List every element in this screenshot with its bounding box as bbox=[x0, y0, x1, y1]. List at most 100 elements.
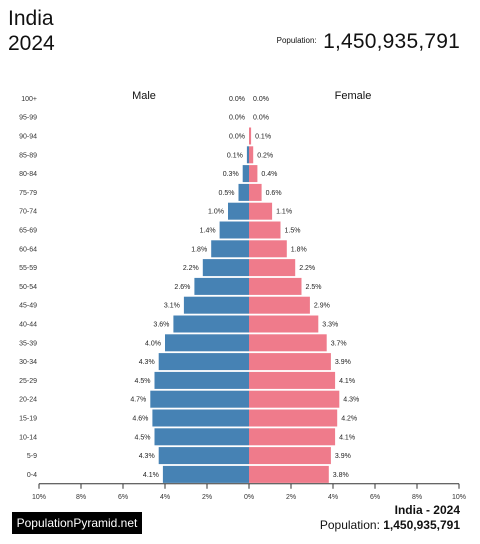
footer-population-label: Population: bbox=[319, 518, 380, 532]
male-value-label: 0.0% bbox=[229, 134, 245, 141]
female-value-label: 0.0% bbox=[253, 115, 269, 122]
age-row: 95-99 0.0% 0.0% bbox=[19, 115, 269, 122]
male-value-label: 1.4% bbox=[200, 228, 216, 235]
female-bar bbox=[249, 371, 336, 389]
year-title: 2024 bbox=[8, 32, 55, 55]
male-bar bbox=[162, 465, 249, 483]
age-row: 75-79 0.5% 0.6% bbox=[19, 183, 282, 201]
male-value-label: 3.6% bbox=[153, 322, 169, 329]
age-row: 50-54 2.6% 2.5% bbox=[19, 277, 322, 295]
age-row: 30-34 4.3% 3.9% bbox=[19, 353, 351, 371]
age-group-label: 95-99 bbox=[19, 115, 37, 122]
x-tick-label: 10% bbox=[32, 494, 46, 500]
female-bar bbox=[249, 202, 273, 220]
male-value-label: 0.0% bbox=[229, 115, 245, 122]
female-value-label: 1.1% bbox=[276, 209, 292, 216]
male-value-label: 4.0% bbox=[145, 340, 161, 347]
age-row: 55-59 2.2% 2.2% bbox=[19, 259, 315, 277]
age-row: 85-89 0.1% 0.2% bbox=[19, 146, 273, 164]
male-bar bbox=[219, 221, 249, 239]
female-bar bbox=[249, 221, 281, 239]
x-tick-label: 2% bbox=[286, 494, 296, 500]
population-value: 1,450,935,791 bbox=[323, 30, 460, 53]
age-group-label: 70-74 bbox=[19, 209, 37, 216]
age-group-label: 35-39 bbox=[19, 340, 37, 347]
female-bar bbox=[249, 465, 329, 483]
age-group-label: 80-84 bbox=[19, 171, 37, 178]
male-bar bbox=[246, 146, 249, 164]
male-bar bbox=[152, 409, 249, 427]
age-row: 35-39 4.0% 3.7% bbox=[19, 334, 347, 352]
population-header: Population: 1,450,935,791 bbox=[277, 30, 460, 54]
age-row: 5-9 4.3% 3.9% bbox=[27, 447, 351, 465]
age-group-label: 90-94 bbox=[19, 134, 37, 141]
population-pyramid-chart: Male Female 100+ 0.0% 0.0%95-99 0.0% 0.0%90-… bbox=[19, 90, 466, 500]
age-group-label: 60-64 bbox=[19, 246, 37, 253]
male-value-label: 0.3% bbox=[223, 171, 239, 178]
female-value-label: 3.9% bbox=[335, 359, 351, 366]
female-value-label: 4.1% bbox=[339, 434, 355, 441]
age-group-label: 30-34 bbox=[19, 359, 37, 366]
female-value-label: 3.7% bbox=[331, 340, 347, 347]
age-row: 70-74 1.0% 1.1% bbox=[19, 202, 292, 220]
x-tick-label: 0% bbox=[244, 494, 254, 500]
x-tick-label: 8% bbox=[76, 494, 86, 500]
female-value-label: 3.8% bbox=[333, 472, 349, 479]
age-group-label: 100+ bbox=[21, 96, 37, 103]
female-bar bbox=[249, 259, 296, 277]
male-value-label: 1.8% bbox=[191, 246, 207, 253]
x-tick-label: 10% bbox=[452, 494, 466, 500]
male-bar bbox=[238, 183, 249, 201]
age-group-label: 40-44 bbox=[19, 322, 37, 329]
female-value-label: 4.1% bbox=[339, 378, 355, 385]
male-bar bbox=[202, 259, 249, 277]
age-row: 65-69 1.4% 1.5% bbox=[19, 221, 301, 239]
male-bar bbox=[150, 390, 249, 408]
female-bar bbox=[249, 390, 340, 408]
male-bar bbox=[158, 353, 249, 371]
female-bar bbox=[249, 334, 327, 352]
age-group-label: 75-79 bbox=[19, 190, 37, 197]
age-group-label: 65-69 bbox=[19, 228, 37, 235]
male-bar bbox=[211, 240, 249, 258]
female-value-label: 2.9% bbox=[314, 303, 330, 310]
female-bar bbox=[249, 240, 287, 258]
male-bar bbox=[242, 165, 249, 183]
brand-badge[interactable]: PopulationPyramid.net bbox=[12, 512, 142, 534]
female-series-label: Female bbox=[335, 90, 372, 102]
age-row: 20-24 4.7% 4.3% bbox=[19, 390, 359, 408]
female-value-label: 0.0% bbox=[253, 96, 269, 103]
age-row: 80-84 0.3% 0.4% bbox=[19, 165, 277, 183]
female-bar bbox=[249, 296, 310, 314]
age-row: 10-14 4.5% 4.1% bbox=[19, 428, 355, 446]
male-bar bbox=[165, 334, 249, 352]
male-value-label: 4.3% bbox=[139, 359, 155, 366]
footer-title: India - 2024 bbox=[394, 503, 460, 517]
female-value-label: 3.9% bbox=[335, 453, 351, 460]
age-row: 40-44 3.6% 3.3% bbox=[19, 315, 338, 333]
male-value-label: 4.3% bbox=[139, 453, 155, 460]
male-value-label: 1.0% bbox=[208, 209, 224, 216]
age-row: 0-4 4.1% 3.8% bbox=[27, 465, 349, 483]
x-tick-label: 8% bbox=[412, 494, 422, 500]
age-group-label: 25-29 bbox=[19, 378, 37, 385]
age-group-label: 85-89 bbox=[19, 152, 37, 159]
x-tick-label: 4% bbox=[328, 494, 338, 500]
x-tick-label: 2% bbox=[202, 494, 212, 500]
female-value-label: 3.3% bbox=[322, 322, 338, 329]
female-bar bbox=[249, 447, 331, 465]
male-value-label: 4.6% bbox=[132, 416, 148, 423]
x-tick-label: 4% bbox=[160, 494, 170, 500]
x-tick-label: 6% bbox=[118, 494, 128, 500]
population-label: Population: bbox=[276, 36, 317, 45]
male-value-label: 4.1% bbox=[143, 472, 159, 479]
male-bar bbox=[154, 428, 249, 446]
male-value-label: 3.1% bbox=[164, 303, 180, 310]
female-value-label: 1.5% bbox=[285, 228, 301, 235]
female-value-label: 2.5% bbox=[306, 284, 322, 291]
female-bar bbox=[249, 277, 302, 295]
female-value-label: 0.6% bbox=[266, 190, 282, 197]
female-value-label: 1.8% bbox=[291, 246, 307, 253]
age-row: 45-49 3.1% 2.9% bbox=[19, 296, 330, 314]
male-bar bbox=[154, 371, 249, 389]
